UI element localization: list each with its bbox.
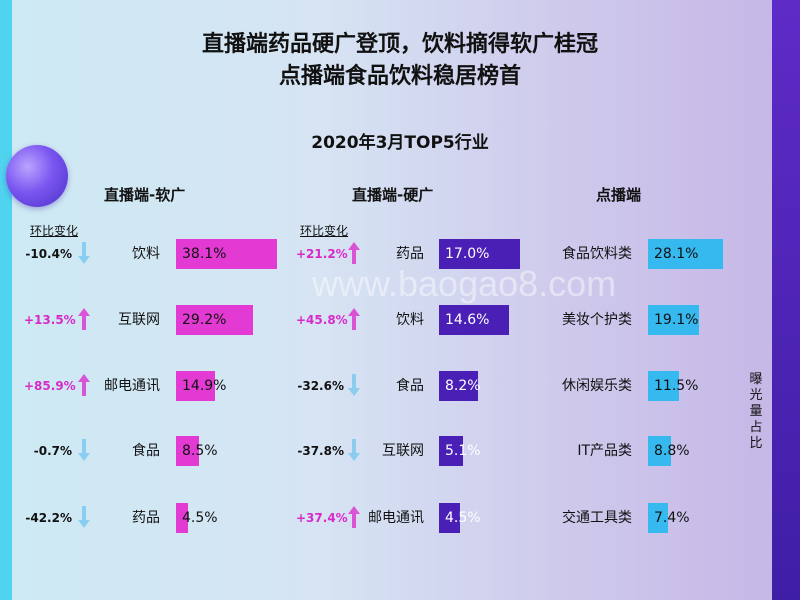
value-label: 4.5% bbox=[182, 510, 218, 526]
category-label: IT产品类 bbox=[577, 443, 632, 459]
value-label: 19.1% bbox=[654, 312, 699, 328]
change-header-hard: 环比变化 bbox=[300, 224, 349, 238]
bar bbox=[176, 371, 216, 401]
arrow-down-icon bbox=[78, 439, 90, 461]
chart-row-vod: 休闲娱乐类 11.5% bbox=[0, 371, 800, 401]
change-label: -42.2% bbox=[25, 511, 72, 525]
value-label: 7.4% bbox=[654, 510, 690, 526]
bar bbox=[648, 239, 723, 269]
bar bbox=[439, 436, 464, 466]
change-label: -0.7% bbox=[33, 444, 72, 458]
change-label: +37.4% bbox=[296, 511, 348, 525]
value-label: 17.0% bbox=[445, 246, 490, 262]
category-label: 邮电通讯 bbox=[368, 510, 424, 526]
change-label: -32.6% bbox=[297, 379, 344, 393]
value-label: 8.5% bbox=[182, 443, 218, 459]
chart-row-hard: 食品 8.2% -32.6% bbox=[0, 371, 800, 401]
chart-row-soft: 食品 8.5% -0.7% bbox=[0, 436, 800, 466]
right-edge-strip bbox=[772, 0, 800, 600]
decorative-orb bbox=[6, 145, 68, 207]
bar bbox=[176, 503, 188, 533]
left-edge-strip bbox=[0, 0, 12, 600]
chart-row-hard: 药品 17.0% +21.2% bbox=[0, 239, 800, 269]
chart-row-soft: 互联网 29.2% +13.5% bbox=[0, 305, 800, 335]
chart-row-soft: 邮电通讯 14.9% +85.9% bbox=[0, 371, 800, 401]
panel-title-hard: 直播端-硬广 bbox=[352, 186, 434, 204]
change-label: -37.8% bbox=[297, 444, 344, 458]
watermark-text: www.baogao8.com bbox=[311, 263, 616, 304]
bar bbox=[176, 305, 254, 335]
chart-row-soft: 饮料 38.1% -10.4% bbox=[0, 239, 800, 269]
value-label: 29.2% bbox=[182, 312, 227, 328]
chart-row-hard: 邮电通讯 4.5% +37.4% bbox=[0, 503, 800, 533]
category-label: 互联网 bbox=[382, 443, 424, 459]
bar bbox=[439, 305, 509, 335]
arrow-down-icon bbox=[348, 439, 360, 461]
chart-row-vod: 美妆个护类 19.1% bbox=[0, 305, 800, 335]
chart-row-vod: IT产品类 8.8% bbox=[0, 436, 800, 466]
change-label: +13.5% bbox=[24, 313, 76, 327]
value-label: 4.5% bbox=[445, 510, 481, 526]
category-label: 休闲娱乐类 bbox=[562, 378, 632, 394]
bar bbox=[439, 371, 479, 401]
category-label: 食品饮料类 bbox=[562, 246, 632, 262]
arrow-down-icon bbox=[78, 242, 90, 264]
value-label: 8.2% bbox=[445, 378, 481, 394]
chart-row-hard: 互联网 5.1% -37.8% bbox=[0, 436, 800, 466]
bar bbox=[648, 371, 679, 401]
category-label: 饮料 bbox=[132, 246, 160, 262]
category-label: 邮电通讯 bbox=[104, 378, 160, 394]
arrow-up-icon bbox=[78, 374, 90, 396]
chart-row-vod: 食品饮料类 28.1% bbox=[0, 239, 800, 269]
bar bbox=[176, 436, 199, 466]
arrow-down-icon bbox=[78, 506, 90, 528]
bar bbox=[439, 239, 520, 269]
category-label: 互联网 bbox=[118, 312, 160, 328]
category-label: 食品 bbox=[396, 378, 424, 394]
page-title-line2: 点播端食品饮料稳居榜首 bbox=[278, 64, 521, 89]
category-label: 食品 bbox=[132, 443, 160, 459]
chart-row-vod: 交通工具类 7.4% bbox=[0, 503, 800, 533]
change-label: +85.9% bbox=[24, 379, 76, 393]
chart-row-hard: 饮料 14.6% +45.8% bbox=[0, 305, 800, 335]
chart-subtitle: 2020年3月TOP5行业 bbox=[311, 133, 489, 153]
chart-row-soft: 药品 4.5% -42.2% bbox=[0, 503, 800, 533]
bar bbox=[648, 503, 668, 533]
arrow-down-icon bbox=[348, 374, 360, 396]
arrow-up-icon bbox=[78, 308, 90, 330]
category-label: 饮料 bbox=[396, 312, 424, 328]
bar bbox=[648, 305, 699, 335]
panel-title-vod: 点播端 bbox=[596, 186, 642, 204]
category-label: 美妆个护类 bbox=[562, 312, 632, 328]
side-axis-label: 曝光量占比 bbox=[749, 372, 763, 451]
value-label: 8.8% bbox=[654, 443, 690, 459]
value-label: 14.6% bbox=[445, 312, 490, 328]
arrow-up-icon bbox=[348, 506, 360, 528]
page-title-line1: 直播端药品硬广登顶，饮料摘得软广桂冠 bbox=[201, 32, 598, 57]
category-label: 药品 bbox=[132, 510, 160, 526]
value-label: 11.5% bbox=[654, 378, 699, 394]
arrow-up-icon bbox=[348, 242, 360, 264]
category-label: 药品 bbox=[396, 246, 424, 262]
bar bbox=[648, 436, 672, 466]
bar bbox=[176, 239, 277, 269]
value-label: 28.1% bbox=[654, 246, 699, 262]
change-label: +21.2% bbox=[296, 247, 348, 261]
change-label: -10.4% bbox=[25, 247, 72, 261]
value-label: 38.1% bbox=[182, 246, 227, 262]
change-header-soft: 环比变化 bbox=[30, 224, 79, 238]
value-label: 5.1% bbox=[445, 443, 481, 459]
category-label: 交通工具类 bbox=[562, 510, 632, 526]
arrow-up-icon bbox=[348, 308, 360, 330]
value-label: 14.9% bbox=[182, 378, 227, 394]
bar bbox=[439, 503, 461, 533]
panel-title-soft: 直播端-软广 bbox=[104, 186, 186, 204]
change-label: +45.8% bbox=[296, 313, 348, 327]
